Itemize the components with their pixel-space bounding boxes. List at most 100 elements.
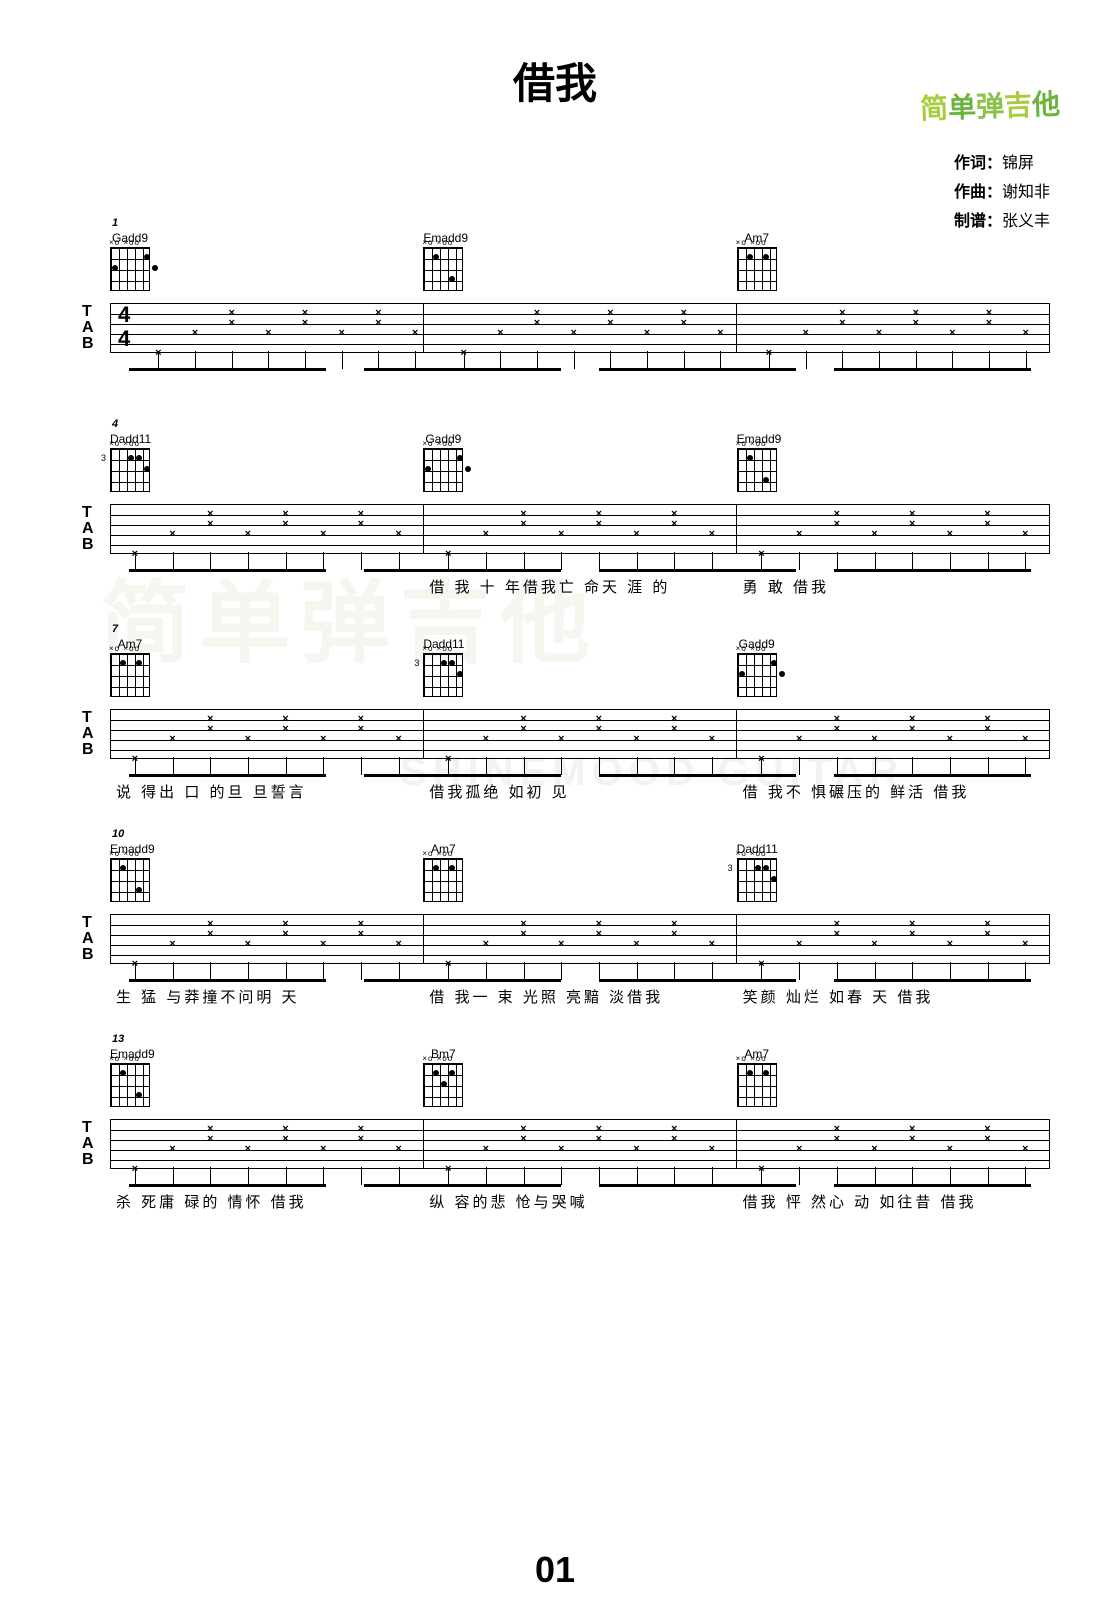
tab-beat: ×× xyxy=(519,303,556,353)
tab-beat: ×× xyxy=(191,1119,229,1169)
tab-beat: ×× xyxy=(287,303,324,353)
lyric-cell: 说 得出 口 的旦 旦誓言 xyxy=(110,781,423,802)
tab-beat: ×× xyxy=(893,504,931,554)
tab-measure: ××××××××××× xyxy=(110,303,439,353)
tab-beat: × xyxy=(743,914,781,964)
tab-measure: ××××××××××× xyxy=(110,504,423,554)
tab-beat: ×× xyxy=(267,709,305,759)
tab-beat: ×× xyxy=(191,914,229,964)
chord-grid: 3 xyxy=(110,448,150,492)
tab-beat: × xyxy=(856,1119,894,1169)
chord-slot: Emadd9 xyxy=(110,1047,423,1107)
lyric-cell: 借我孤绝 如初 见 xyxy=(423,781,736,802)
tab-beat: × xyxy=(931,914,969,964)
bar-number: 4 xyxy=(112,418,118,430)
tab-beat: ×× xyxy=(267,504,305,554)
tab-beat: ×× xyxy=(342,914,380,964)
tab-beat: × xyxy=(1006,504,1044,554)
logo-char: 简 xyxy=(919,92,948,124)
tab-beat: × xyxy=(467,914,505,964)
chord-row: Am7 Dadd11 3 Gadd9 xyxy=(60,637,1050,697)
chord-row: Gadd9 Emadd9 Am7 xyxy=(60,231,1050,291)
tab-beat: × xyxy=(780,709,818,759)
tab-beat: ×× xyxy=(969,709,1007,759)
tab-beat: ×× xyxy=(824,303,861,353)
tab-beat: × xyxy=(542,1119,580,1169)
tab-beat: × xyxy=(397,303,434,353)
tab-measure: ××××××××××× xyxy=(737,1119,1050,1169)
tab-beat: ×× xyxy=(580,1119,618,1169)
tab-beat: × xyxy=(743,709,781,759)
tab-beat: × xyxy=(931,709,969,759)
tab-clef: TAB xyxy=(82,916,94,964)
chord-slot: Am7 xyxy=(737,1047,1050,1107)
tab-notes: ××××××××××××××××××××××××××××××××× xyxy=(110,709,1050,759)
chord-diagram: Bm7 xyxy=(423,1047,463,1107)
tab-beat: ×× xyxy=(505,914,543,964)
tab-beat: × xyxy=(154,1119,192,1169)
chord-diagram: Gadd9 xyxy=(737,637,777,697)
tab-beat: × xyxy=(1006,709,1044,759)
tab-beat: ×× xyxy=(213,303,250,353)
tab-beat: × xyxy=(154,504,192,554)
chord-diagram: Dadd11 3 xyxy=(737,842,778,902)
tab-beat: ×× xyxy=(360,303,397,353)
lyric-cell: 借 我不 惧碾压的 鲜活 借我 xyxy=(737,781,1050,802)
chord-diagram: Emadd9 xyxy=(423,231,468,291)
tab-beat: × xyxy=(467,1119,505,1169)
tab-beat: ×× xyxy=(267,914,305,964)
chord-slot: Emadd9 xyxy=(737,432,1050,492)
tab-beat: × xyxy=(542,914,580,964)
tab-measure: ××××××××××× xyxy=(110,1119,423,1169)
chord-slot: Dadd11 3 xyxy=(423,637,736,697)
chord-slot: Emadd9 xyxy=(110,842,423,902)
logo-char: 弹 xyxy=(975,91,1004,123)
tab-beat: × xyxy=(856,914,894,964)
tab-beat: × xyxy=(702,303,739,353)
tab-beat: × xyxy=(629,303,666,353)
tab-beat: × xyxy=(116,504,154,554)
tab-beat: ×× xyxy=(655,1119,693,1169)
lyric-cell xyxy=(110,576,423,597)
chord-row: Emadd9 Am7 Dadd11 3 xyxy=(60,842,1050,902)
tab-beat: × xyxy=(229,1119,267,1169)
tab-beat: ×× xyxy=(592,303,629,353)
tab-beat: × xyxy=(323,303,360,353)
tab-measure: ××××××××××× xyxy=(737,504,1050,554)
chord-diagram: Dadd11 3 xyxy=(110,432,151,492)
tab-beat: ×× xyxy=(818,709,856,759)
lyric-row: 说 得出 口 的旦 旦誓言 借我孤绝 如初 见借 我不 惧碾压的 鲜活 借我 xyxy=(110,781,1050,802)
tab-beat: × xyxy=(780,1119,818,1169)
chord-slot: Bm7 xyxy=(423,1047,736,1107)
lyric-cell: 纵 容的悲 怆与哭喊 xyxy=(423,1191,736,1212)
chord-grid xyxy=(423,1063,463,1107)
tab-beat: × xyxy=(304,709,342,759)
tab-beat: × xyxy=(380,914,418,964)
tab-measure: ××××××××××× xyxy=(737,914,1050,964)
tab-beat: ×× xyxy=(342,1119,380,1169)
tab-clef: TAB xyxy=(82,1121,94,1169)
lyric-row xyxy=(110,375,1050,392)
tab-measure: ××××××××××× xyxy=(110,709,423,759)
tab-beat: × xyxy=(618,709,656,759)
chord-diagram: Dadd11 3 xyxy=(423,637,464,697)
tab-beat: ×× xyxy=(655,709,693,759)
tab-measure: ××××××××××× xyxy=(110,914,423,964)
logo-char: 吉 xyxy=(1003,90,1032,122)
chord-grid xyxy=(737,1063,777,1107)
tab-beat: ×× xyxy=(897,303,934,353)
tab-beat: × xyxy=(693,1119,731,1169)
tab-beat: × xyxy=(380,504,418,554)
tab-beat: × xyxy=(934,303,971,353)
lyric-row: 生 猛 与莽撞不问明 天借 我一 束 光照 亮黯 淡借我笑颜 灿烂 如春 天 借… xyxy=(110,986,1050,1007)
tab-beat: ×× xyxy=(969,914,1007,964)
tab-beat: ×× xyxy=(818,504,856,554)
bar-number: 7 xyxy=(112,623,118,635)
tab-beat: × xyxy=(618,504,656,554)
tab-beat: × xyxy=(304,504,342,554)
chord-slot: Am7 xyxy=(110,637,423,697)
tab-beat: ×× xyxy=(969,504,1007,554)
tab-beat: × xyxy=(618,1119,656,1169)
tab-beat: × xyxy=(229,504,267,554)
tab-label: 制谱： xyxy=(954,213,1002,230)
